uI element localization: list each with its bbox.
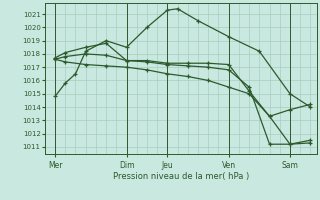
X-axis label: Pression niveau de la mer( hPa ): Pression niveau de la mer( hPa ) [113,172,249,181]
